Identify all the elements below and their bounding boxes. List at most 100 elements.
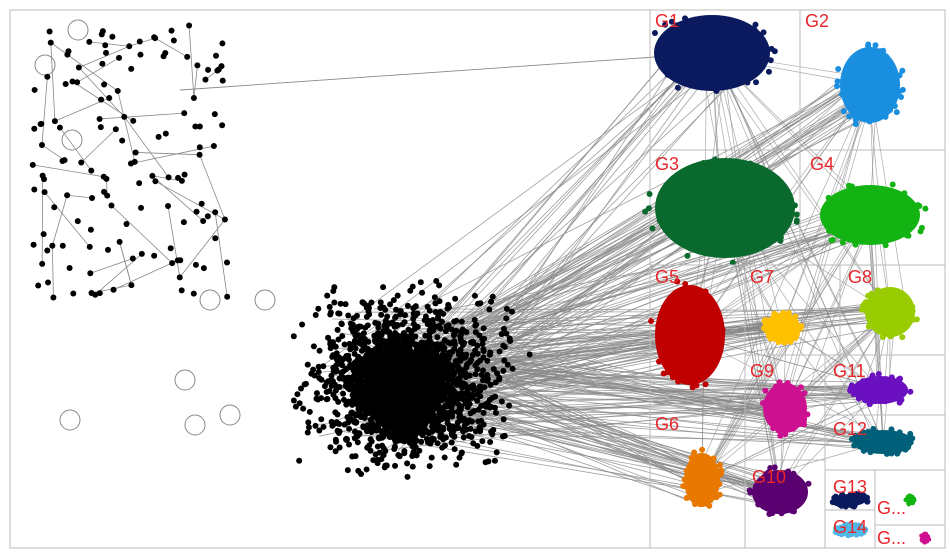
node — [359, 299, 366, 306]
node — [486, 306, 493, 313]
node — [123, 220, 130, 227]
node — [480, 367, 487, 374]
node — [108, 202, 115, 209]
edge — [711, 441, 884, 492]
node — [772, 383, 779, 390]
node — [792, 313, 799, 320]
node — [392, 431, 400, 439]
group-cluster — [840, 47, 900, 123]
node — [458, 338, 465, 345]
node — [896, 72, 903, 79]
node — [857, 530, 864, 537]
node — [834, 83, 841, 90]
group-cluster — [654, 15, 770, 91]
node — [360, 413, 368, 421]
node — [59, 242, 66, 249]
node — [833, 495, 840, 502]
node — [344, 467, 351, 474]
node — [336, 444, 343, 451]
node — [436, 282, 443, 289]
node — [479, 438, 486, 445]
node — [200, 265, 207, 272]
node — [454, 391, 461, 398]
node — [646, 191, 653, 198]
node — [190, 290, 197, 297]
node — [78, 159, 85, 166]
node — [457, 411, 464, 418]
node — [116, 238, 123, 245]
node — [364, 422, 372, 430]
node — [664, 195, 671, 202]
node — [402, 312, 409, 319]
node — [493, 449, 500, 456]
node — [441, 454, 448, 461]
node — [170, 37, 177, 44]
node — [700, 160, 707, 167]
node — [429, 320, 436, 327]
edge — [414, 39, 717, 347]
node — [866, 401, 873, 408]
node — [375, 336, 383, 344]
node — [359, 341, 367, 349]
node — [655, 358, 662, 365]
node — [313, 395, 320, 402]
node — [842, 85, 849, 92]
node — [382, 462, 389, 469]
node — [715, 339, 722, 346]
node — [399, 332, 406, 339]
node — [368, 371, 376, 379]
node — [69, 78, 76, 85]
node — [919, 533, 924, 538]
node — [458, 450, 465, 457]
node — [376, 401, 384, 409]
node — [877, 188, 884, 195]
node — [29, 161, 36, 168]
node — [364, 322, 371, 329]
node — [321, 383, 328, 390]
node — [680, 483, 687, 490]
node — [329, 422, 336, 429]
node — [759, 501, 766, 508]
node — [899, 86, 906, 93]
node — [826, 227, 833, 234]
edge — [44, 191, 91, 248]
node — [313, 390, 320, 397]
node — [406, 434, 414, 442]
edge — [772, 311, 891, 496]
node — [860, 302, 867, 309]
node — [424, 400, 432, 408]
node — [219, 77, 226, 84]
node — [219, 122, 226, 129]
node — [862, 396, 869, 403]
node — [782, 431, 789, 438]
node — [178, 177, 185, 184]
node — [434, 334, 441, 341]
node — [500, 367, 507, 374]
node — [651, 30, 658, 37]
node — [678, 77, 685, 84]
node — [426, 414, 434, 422]
node — [682, 15, 689, 22]
node — [907, 430, 914, 437]
node — [767, 464, 774, 471]
node — [448, 439, 455, 446]
node — [409, 463, 416, 470]
node — [417, 279, 424, 286]
edge — [423, 77, 864, 376]
node — [756, 66, 763, 73]
node — [363, 428, 370, 435]
node — [804, 411, 811, 418]
node — [366, 311, 373, 318]
node — [790, 425, 797, 432]
node — [174, 257, 181, 264]
node — [479, 336, 486, 343]
node — [347, 320, 354, 327]
node — [480, 325, 487, 332]
node — [691, 449, 698, 456]
node — [341, 341, 348, 348]
node — [327, 340, 334, 347]
node — [456, 350, 463, 357]
node — [395, 354, 403, 362]
node — [340, 396, 347, 403]
node — [127, 160, 134, 167]
